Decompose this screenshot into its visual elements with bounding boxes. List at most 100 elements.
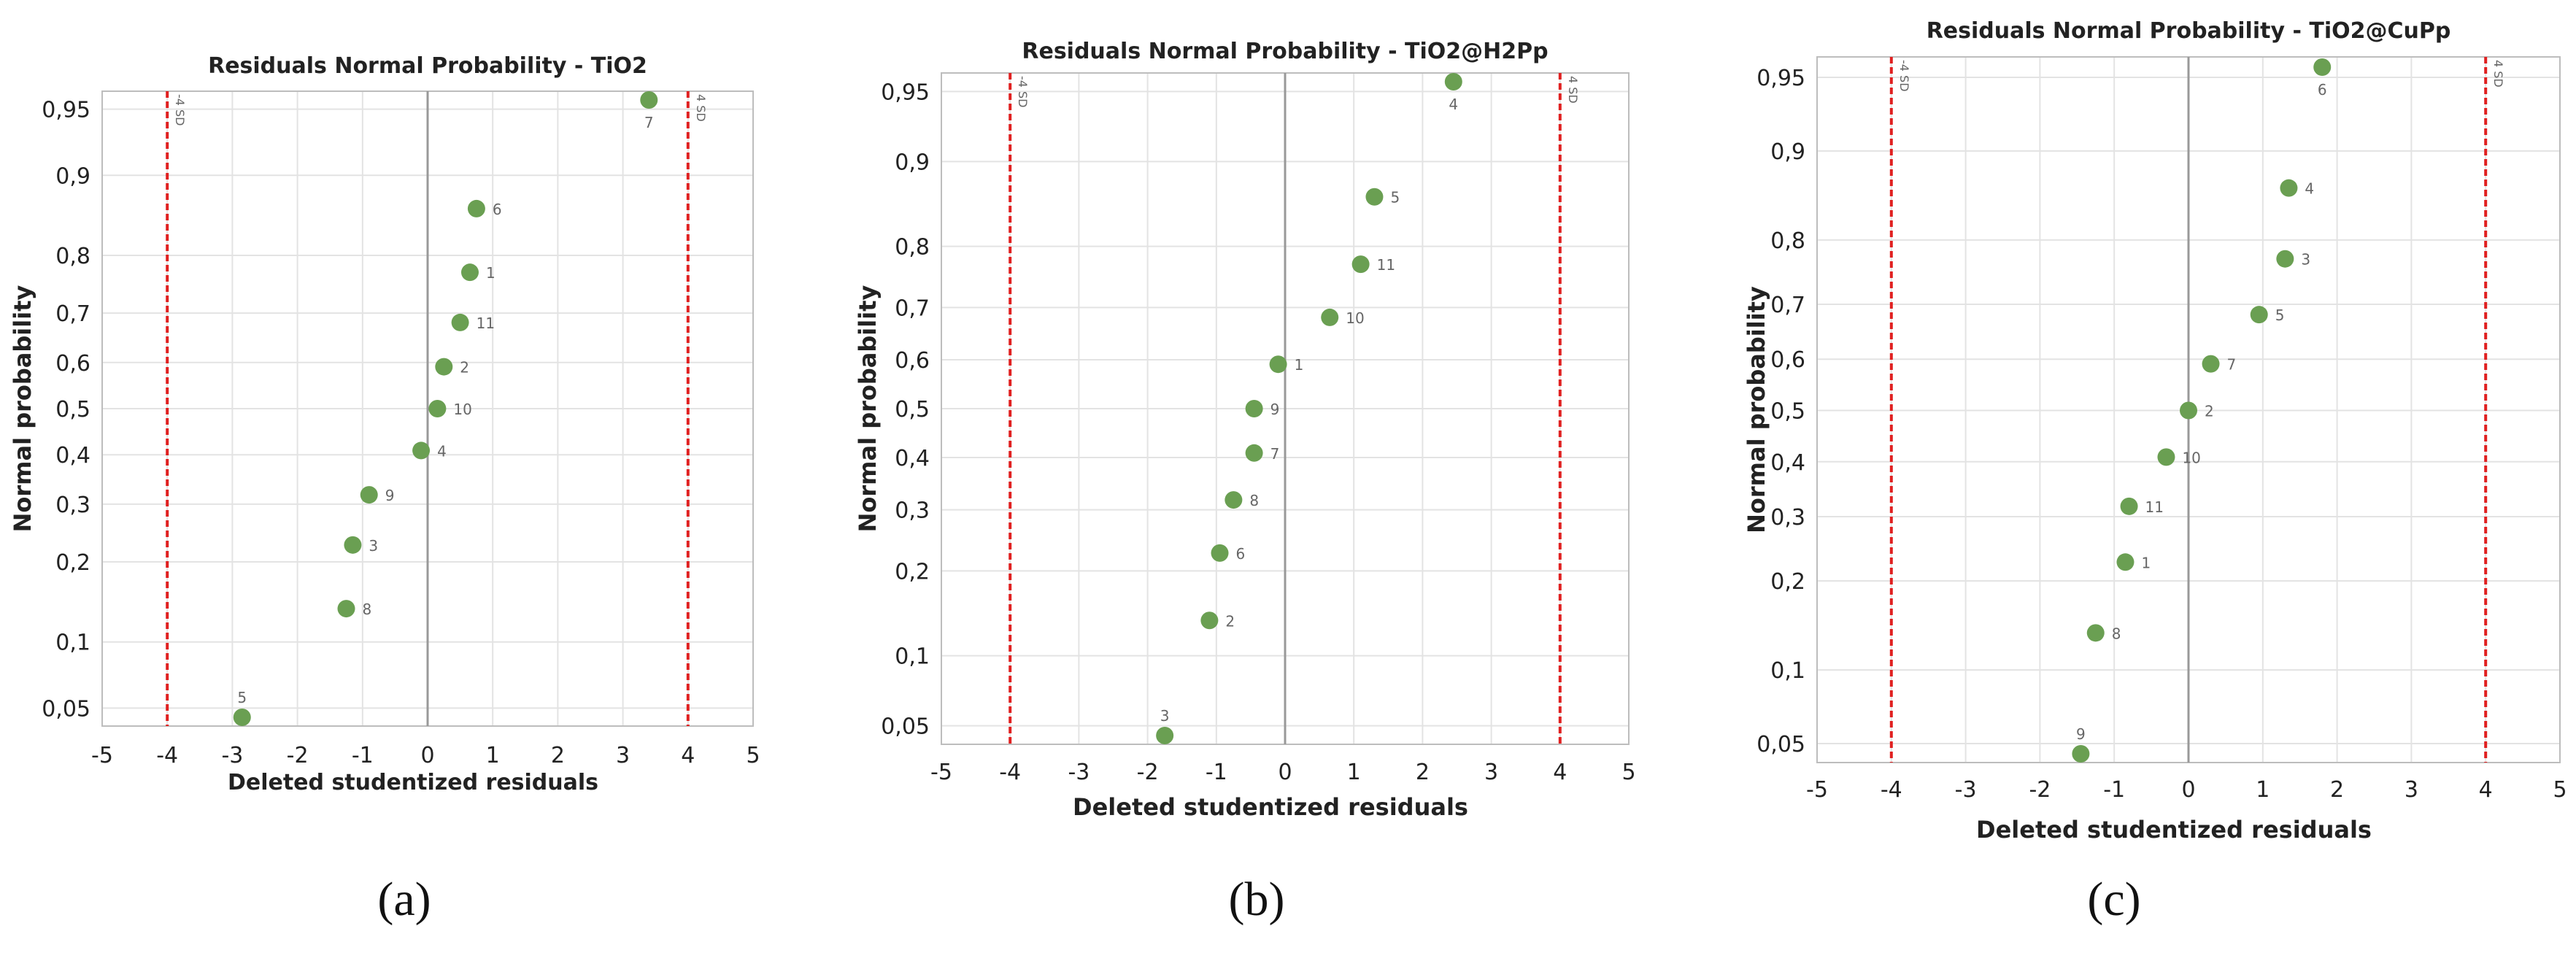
x-axis-label: Deleted studentized residuals xyxy=(1073,793,1468,821)
y-tick-label: 0,5 xyxy=(895,397,930,423)
x-tick-label: -2 xyxy=(2029,777,2051,803)
x-tick-label: 1 xyxy=(486,743,500,768)
y-tick-label: 0,5 xyxy=(1770,399,1805,425)
data-point xyxy=(1200,611,1219,630)
chart-panel-c: -4 SD 4 SD -5 -4 -3 -2 -1 0 1 2 3 4 5 0,05 0,1 0,2 0,3 0,… xyxy=(1722,0,2576,953)
x-tick-label: -1 xyxy=(2103,777,2125,803)
x-tick-label: -3 xyxy=(1955,777,1977,803)
point-label: 5 xyxy=(1390,189,1400,207)
point-label: 2 xyxy=(2205,403,2214,420)
x-axis-label: Deleted studentized residuals xyxy=(1976,816,2372,844)
data-point xyxy=(1269,355,1287,374)
chart-panel-b: -4 SD 4 SD -5 -4 -3 -2 -1 0 1 2 3 4 5 0,05 0,1 0,2 0,3 0,… xyxy=(847,0,1664,953)
y-tick-label: 0,6 xyxy=(895,348,930,374)
data-point xyxy=(2157,448,2175,466)
data-point xyxy=(1211,544,1229,562)
chart-b: -4 SD 4 SD -5 -4 -3 -2 -1 0 1 2 3 4 5 0,05 0,1 0,2 0,3 0,… xyxy=(854,39,1636,821)
y-tick-label: 0,3 xyxy=(1770,505,1805,530)
point-label: 4 xyxy=(437,442,447,460)
data-point xyxy=(1156,727,1174,744)
data-point xyxy=(360,486,378,504)
y-tick-label: 0,05 xyxy=(881,714,930,740)
point-label: 9 xyxy=(1270,401,1280,418)
y-tick-label: 0,05 xyxy=(1756,732,1805,757)
y-tick-label: 0,9 xyxy=(895,150,930,175)
chart-panel-a: -4 SD 4 SD -5 -4 -3 -2 -1 0 1 2 3 4 5 0,05 0,1 0,2 0,3 0,… xyxy=(0,0,803,953)
y-tick-label: 0,7 xyxy=(895,296,930,321)
x-tick-label: -2 xyxy=(1137,760,1159,785)
point-label: 6 xyxy=(2318,81,2327,99)
chart-c: -4 SD 4 SD -5 -4 -3 -2 -1 0 1 2 3 4 5 0,05 0,1 0,2 0,3 0,… xyxy=(1743,18,2567,844)
point-label: 1 xyxy=(486,264,495,282)
point-label: 11 xyxy=(1377,256,1395,274)
x-tick-label: -1 xyxy=(1206,760,1227,785)
point-label: 8 xyxy=(363,601,372,618)
y-tick-label: 0,05 xyxy=(42,696,90,722)
y-axis-label: Normal probability xyxy=(854,285,882,532)
limit-label: 4 SD xyxy=(1566,76,1580,104)
y-tick-label: 0,1 xyxy=(55,630,90,656)
x-tick-label: 0 xyxy=(1278,760,1292,785)
point-label: 1 xyxy=(1295,356,1304,374)
x-tick-label: -5 xyxy=(1806,777,1828,803)
y-tick-label: 0,4 xyxy=(55,443,90,468)
point-label: 5 xyxy=(2275,306,2285,324)
x-tick-label: 1 xyxy=(1347,760,1361,785)
x-tick-label: 5 xyxy=(1621,760,1635,785)
x-tick-label: 0 xyxy=(2181,777,2195,803)
y-tick-label: 0,9 xyxy=(55,163,90,189)
data-point xyxy=(2072,745,2090,763)
data-point xyxy=(1245,444,1263,462)
point-label: 7 xyxy=(1270,445,1280,463)
y-tick-label: 0,4 xyxy=(895,446,930,471)
data-point xyxy=(2280,179,2298,197)
data-point xyxy=(435,358,453,376)
x-tick-label: -2 xyxy=(287,743,309,768)
x-tick-label: 5 xyxy=(2553,777,2567,803)
data-point xyxy=(2086,624,2105,642)
data-point xyxy=(428,400,447,417)
x-tick-label: -4 xyxy=(1881,777,1902,803)
data-point xyxy=(451,313,469,331)
y-tick-label: 0,3 xyxy=(55,493,90,518)
data-point xyxy=(2180,401,2197,420)
point-label: 10 xyxy=(1346,309,1364,327)
limit-label: -4 SD xyxy=(173,94,187,126)
y-tick-label: 0,5 xyxy=(55,397,90,423)
y-tick-label: 0,9 xyxy=(1770,139,1805,165)
data-point xyxy=(2202,355,2220,373)
point-label: 11 xyxy=(477,315,495,332)
point-label: 1 xyxy=(2141,554,2151,571)
y-tick-label: 0,95 xyxy=(1756,66,1805,91)
point-label: 9 xyxy=(2076,725,2086,743)
point-label: 10 xyxy=(453,401,471,418)
data-point xyxy=(344,536,362,554)
x-tick-label: 4 xyxy=(1553,760,1567,785)
point-label: 10 xyxy=(2182,449,2200,466)
x-tick-label: 2 xyxy=(1416,760,1430,785)
data-point xyxy=(412,441,431,460)
limit-label: -4 SD xyxy=(1016,76,1030,108)
y-tick-label: 0,6 xyxy=(55,351,90,377)
x-tick-label: 3 xyxy=(1484,760,1498,785)
data-points: 3 2 6 8 7 9 1 10 11 5 4 xyxy=(1156,73,1462,744)
y-tick-label: 0,6 xyxy=(1770,347,1805,373)
point-label: 9 xyxy=(385,487,395,504)
point-label: 6 xyxy=(493,201,502,218)
data-point xyxy=(1245,400,1263,417)
x-tick-label: 3 xyxy=(616,743,630,768)
data-point xyxy=(2313,58,2332,76)
point-label: 8 xyxy=(1249,492,1259,509)
limit-label: -4 SD xyxy=(1897,60,1911,92)
x-tick-label: -4 xyxy=(156,743,178,768)
x-tick-label: -3 xyxy=(1068,760,1090,785)
y-tick-label: 0,8 xyxy=(1770,228,1805,254)
y-tick-label: 0,95 xyxy=(881,80,930,105)
y-tick-label: 0,2 xyxy=(55,550,90,576)
x-tick-label: 4 xyxy=(2479,777,2493,803)
y-tick-label: 0,95 xyxy=(42,98,90,123)
point-label: 7 xyxy=(2227,356,2237,374)
data-point xyxy=(467,199,485,217)
